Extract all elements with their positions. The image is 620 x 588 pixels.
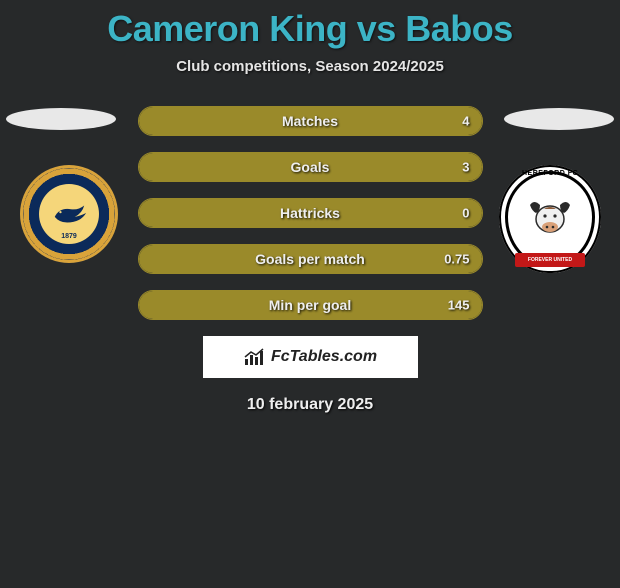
club-left-inner: 1879 (39, 184, 99, 244)
stat-label: Hattricks (280, 205, 340, 221)
club-right-ribbon: FOREVER UNITED (515, 253, 585, 267)
club-badge-left: 1879 (20, 165, 118, 263)
stat-value-right: 3 (462, 160, 469, 175)
club-right-inner (521, 190, 579, 248)
stat-row: Goals 3 (138, 152, 483, 182)
stat-value-right: 0.75 (444, 252, 469, 267)
club-left-year: 1879 (58, 233, 80, 240)
stat-value-right: 4 (462, 114, 469, 129)
subtitle: Club competitions, Season 2024/2025 (0, 58, 620, 75)
player-oval-left (6, 108, 116, 130)
page-title: Cameron King vs Babos (0, 8, 620, 50)
club-right-name: HEREFORD FC (522, 170, 578, 177)
chart-icon (243, 347, 267, 367)
promo-banner[interactable]: FcTables.com (203, 336, 418, 378)
stat-row: Hattricks 0 (138, 198, 483, 228)
footer-date: 10 february 2025 (0, 396, 620, 414)
stat-row: Min per goal 145 (138, 290, 483, 320)
stat-label: Min per goal (269, 297, 351, 313)
player-oval-right (504, 108, 614, 130)
stat-label: Matches (282, 113, 338, 129)
stat-label: Goals (291, 159, 330, 175)
stats-container: Matches 4 Goals 3 Hattricks 0 Goals per match 0… (138, 100, 483, 320)
stat-row: Matches 4 (138, 106, 483, 136)
stat-label: Goals per match (255, 251, 365, 267)
comparison-region: 1879 HEREFORD FC FOREVER UNITED Matches 4… (0, 100, 620, 414)
stat-row: Goals per match 0.75 (138, 244, 483, 274)
stat-value-right: 0 (462, 206, 469, 221)
linnet-bird-icon (50, 199, 88, 229)
promo-text: FcTables.com (271, 348, 377, 366)
club-badge-right: HEREFORD FC FOREVER UNITED (499, 165, 601, 273)
bull-head-icon (526, 197, 574, 242)
stat-value-right: 145 (448, 298, 470, 313)
